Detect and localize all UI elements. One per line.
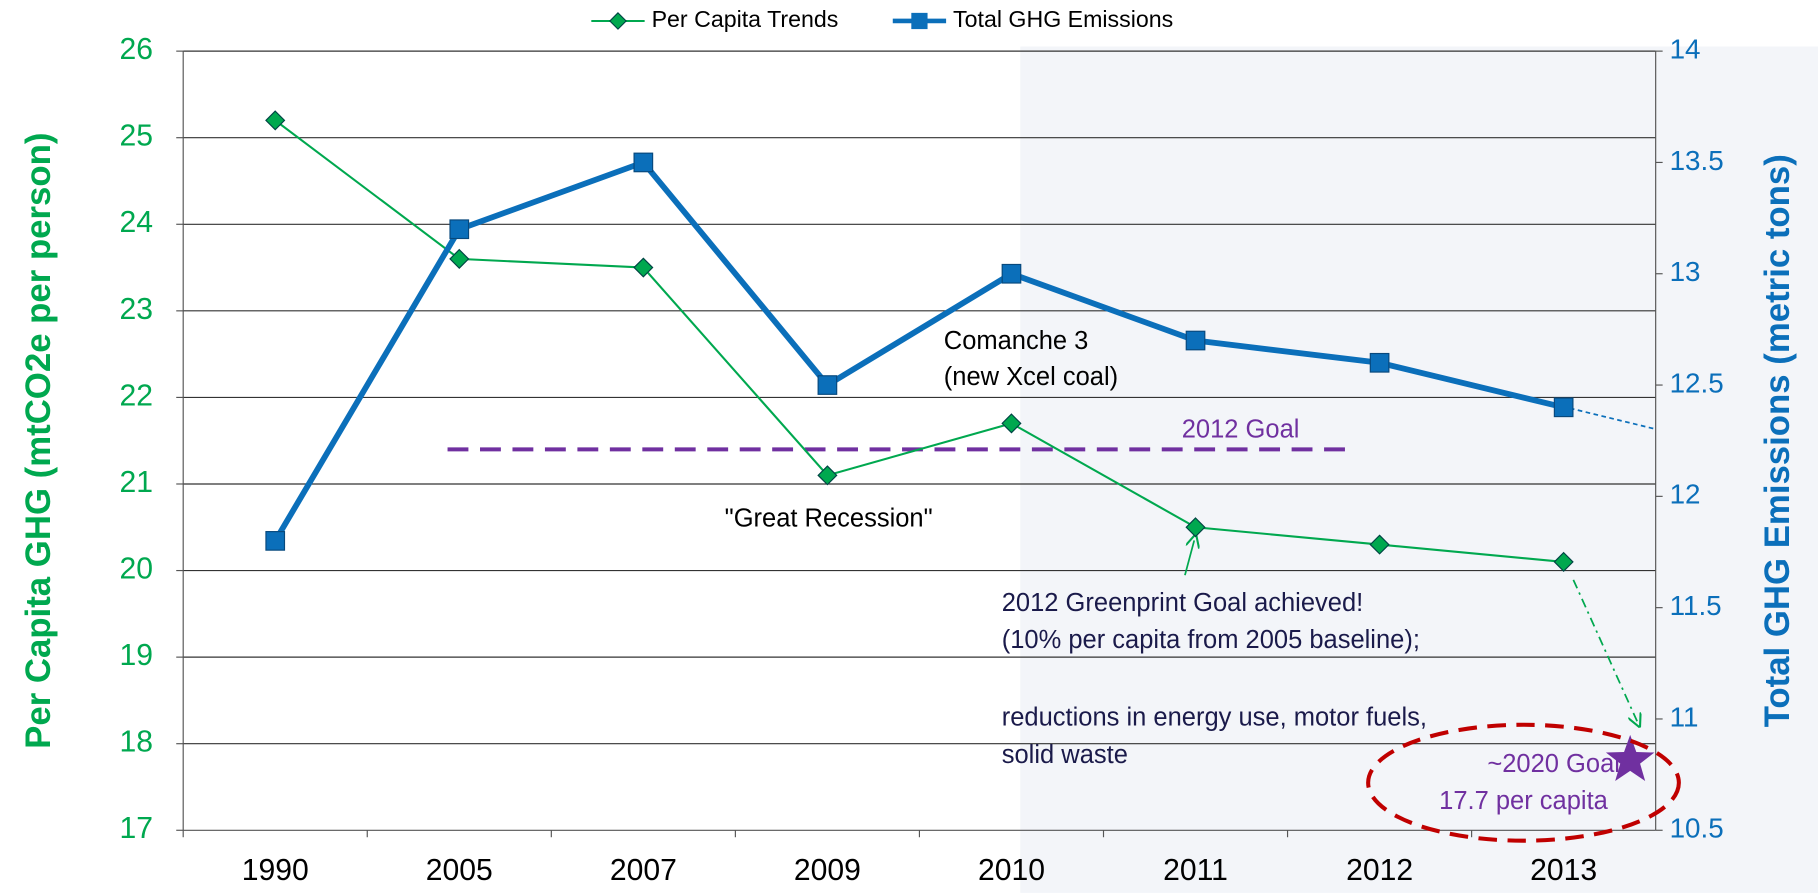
- legend-marker: [911, 12, 928, 30]
- y-tick-label: 22: [120, 379, 154, 412]
- annotation: Comanche 3: [944, 327, 1089, 355]
- marker: [1553, 397, 1574, 418]
- y-tick-label: 24: [120, 206, 154, 239]
- goal-ellipse: [1366, 722, 1681, 843]
- annotation: "Great Recession": [725, 504, 933, 532]
- y2-tick-label: 13: [1670, 256, 1701, 287]
- y2-tick-label: 12.5: [1670, 367, 1724, 398]
- annotation: solid waste: [1002, 741, 1128, 769]
- y-axis-title: Per Capita GHG (mtCO2e per person): [20, 133, 58, 749]
- marker: [1369, 352, 1390, 373]
- goal-2020-label: ~2020 Goal: [1487, 750, 1620, 778]
- annotation: reductions in energy use, motor fuels,: [1002, 704, 1427, 732]
- y-tick-label: 19: [120, 639, 154, 672]
- legend-label: Total GHG Emissions: [953, 6, 1173, 32]
- x-tick-label: 2012: [1346, 854, 1413, 887]
- marker: [265, 531, 286, 551]
- annotation: 2012 Greenprint Goal achieved!: [1002, 589, 1363, 617]
- marker: [817, 375, 838, 395]
- marker: [1185, 330, 1206, 351]
- y2-tick-label: 11.5: [1670, 590, 1722, 621]
- series-line: [272, 159, 1565, 543]
- y-tick-label: 26: [120, 33, 154, 66]
- y2-tick-label: 12: [1670, 479, 1701, 510]
- x-tick-label: 2005: [426, 854, 493, 887]
- y-tick-label: 17: [120, 812, 154, 845]
- y2-tick-label: 13.5: [1670, 145, 1724, 176]
- marker: [1553, 551, 1574, 572]
- marker: [633, 257, 654, 278]
- legend-marker: [609, 12, 627, 30]
- marker: [449, 219, 470, 240]
- goal-2020-label: 17.7 per capita: [1439, 787, 1609, 815]
- x-tick-label: 2007: [610, 854, 677, 887]
- annotation: (new Xcel coal): [944, 363, 1118, 391]
- x-tick-label: 1990: [242, 854, 309, 887]
- marker: [1369, 534, 1390, 555]
- y-tick-label: 21: [120, 466, 154, 499]
- y2-tick-label: 11: [1670, 701, 1699, 732]
- y-tick-label: 23: [120, 293, 154, 326]
- marker: [817, 465, 838, 486]
- annotation-arrow: [1184, 540, 1194, 576]
- legend-label: Per Capita Trends: [652, 6, 839, 32]
- marker: [265, 110, 286, 131]
- series-line: [274, 119, 1564, 563]
- goal-star: [1605, 734, 1655, 782]
- marker: [1001, 413, 1022, 434]
- trend-extension: [1569, 407, 1656, 430]
- x-tick-label: 2010: [978, 854, 1045, 887]
- trend-extension: [1572, 579, 1637, 721]
- y2-tick-label: 14: [1670, 33, 1701, 64]
- x-tick-label: 2011: [1163, 854, 1228, 887]
- y2-tick-label: 10.5: [1670, 813, 1724, 844]
- marker: [449, 248, 470, 269]
- marker: [633, 152, 654, 173]
- y-tick-label: 20: [120, 553, 154, 586]
- goal-label: 2012 Goal: [1182, 416, 1300, 444]
- annotation: (10% per capita from 2005 baseline);: [1002, 626, 1420, 654]
- y-tick-label: 18: [120, 726, 154, 759]
- watermark: [1020, 46, 1818, 893]
- y-tick-label: 25: [120, 120, 154, 153]
- x-tick-label: 2013: [1530, 854, 1597, 887]
- marker: [1001, 263, 1022, 284]
- x-tick-label: 2009: [794, 854, 861, 887]
- marker: [1185, 517, 1206, 538]
- y2-axis-title: Total GHG Emissions (metric tons): [1759, 154, 1797, 727]
